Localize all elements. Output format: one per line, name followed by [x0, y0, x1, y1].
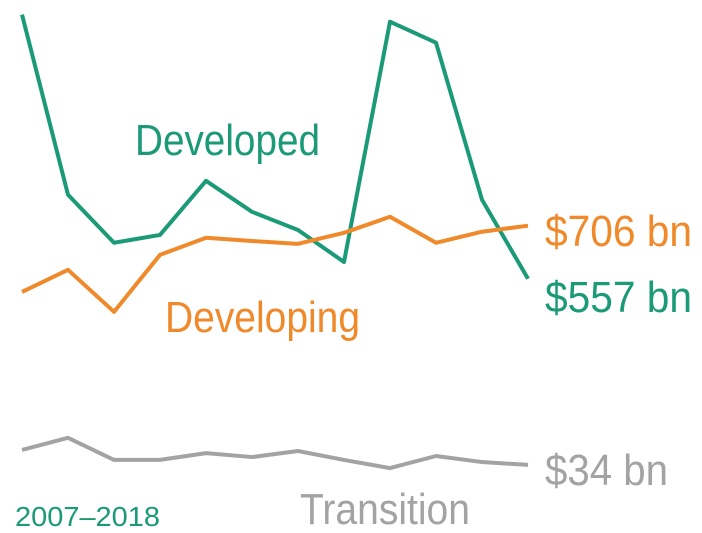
series-line: [21, 214, 529, 314]
series-line: [21, 435, 529, 471]
value-label: $706 bn: [545, 207, 692, 256]
series-label: Transition: [300, 485, 470, 533]
value-label: $557 bn: [545, 273, 692, 322]
series-label: Developing: [165, 293, 360, 342]
value-label: $34 bn: [545, 446, 668, 495]
chart-subtitle: 2007–2018: [15, 501, 160, 532]
series-label: Developed: [135, 116, 320, 165]
series-line: [20, 14, 530, 280]
